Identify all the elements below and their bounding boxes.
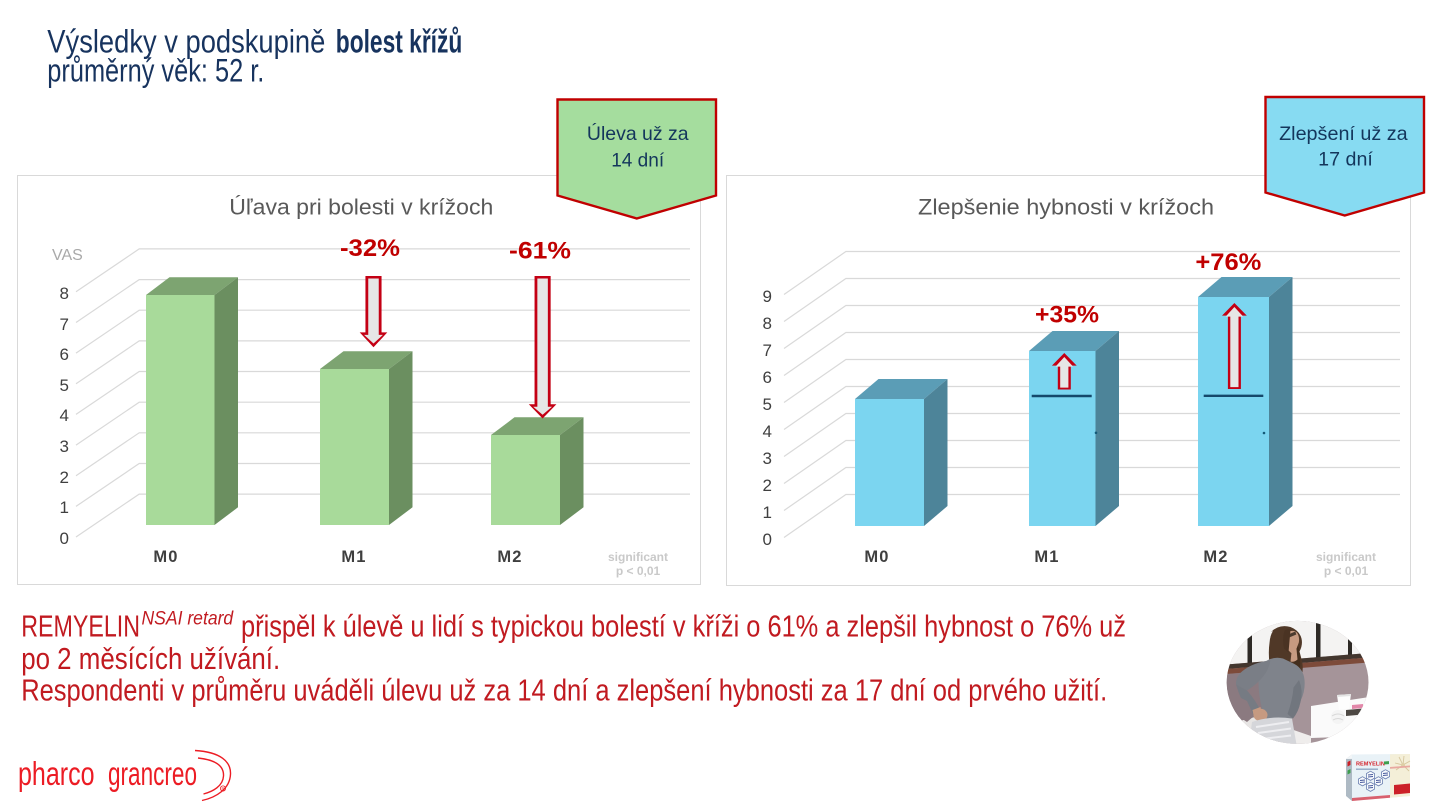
svg-text:R: R: [221, 786, 224, 791]
svg-text:průměrný věk: 52 r.: průměrný věk: 52 r.: [47, 52, 264, 88]
svg-text:+35%: +35%: [1035, 302, 1099, 329]
svg-text:přispěl k úlevě u lidí s typic: přispěl k úlevě u lidí s typickou bolest…: [241, 609, 1126, 644]
svg-text:pharco: pharco: [18, 755, 95, 792]
svg-text:Výsledky v podskupině: Výsledky v podskupině: [47, 24, 325, 60]
svg-text:+76%: +76%: [1195, 249, 1261, 276]
svg-text:Úľava pri bolesti v krížoch: Úľava pri bolesti v krížoch: [229, 195, 493, 220]
svg-text:17 dní: 17 dní: [1318, 149, 1373, 171]
svg-text:grancreo: grancreo: [108, 755, 197, 792]
svg-text:Úleva už za: Úleva už za: [587, 122, 689, 145]
svg-text:REMYELIN: REMYELIN: [21, 609, 140, 644]
svg-text:-32%: -32%: [340, 235, 400, 262]
svg-text:NSAI retard: NSAI retard: [142, 609, 235, 630]
svg-text:Zlepšení už za: Zlepšení už za: [1279, 123, 1408, 145]
svg-text:bolest křížů: bolest křížů: [336, 24, 463, 60]
svg-text:REMYELIN: REMYELIN: [1356, 762, 1385, 768]
svg-text:po 2 měsících užívání.: po 2 měsících užívání.: [21, 641, 280, 676]
svg-text:14 dní: 14 dní: [611, 150, 665, 172]
svg-text:-61%: -61%: [509, 238, 571, 265]
svg-text:Zlepšenie hybnosti v krížoch: Zlepšenie hybnosti v krížoch: [918, 195, 1214, 220]
svg-text:Respondenti v průměru uváděli: Respondenti v průměru uváděli úlevu už z…: [21, 673, 1107, 708]
